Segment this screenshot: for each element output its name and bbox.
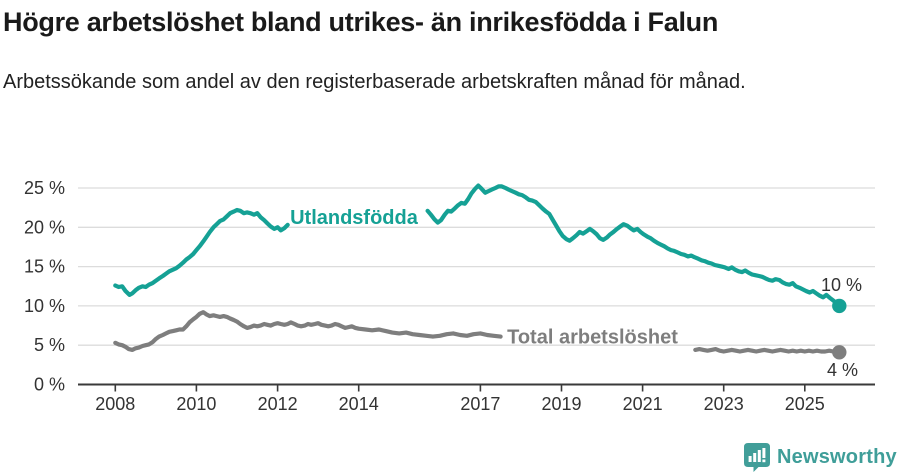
- series-label-total-arbetsl-shet: Total arbetslöshet: [507, 327, 678, 349]
- x-tick-label: 2025: [785, 394, 825, 414]
- chart-title: Högre arbetslöshet bland utrikes- än inr…: [3, 7, 719, 37]
- series-end-dot-total-arbetsl-shet: [832, 345, 847, 360]
- series-line-total-arbetsl-shet: [693, 347, 842, 355]
- y-tick-label: 15 %: [24, 257, 65, 277]
- x-tick-label: 2008: [95, 394, 135, 414]
- y-tick-label: 10 %: [24, 296, 65, 316]
- y-tick-label: 0 %: [34, 375, 65, 395]
- y-tick-label: 5 %: [34, 335, 65, 355]
- y-tick-label: 25 %: [24, 178, 65, 198]
- x-tick-label: 2014: [339, 394, 379, 414]
- newsworthy-icon: [744, 443, 770, 472]
- end-value-label-utlandsf-dda: 10 %: [821, 275, 862, 295]
- chart-subtitle: Arbetssökande som andel av den registerb…: [3, 71, 746, 93]
- newsworthy-logo: Newsworthy: [744, 443, 897, 472]
- series-line-utlandsf-dda: [425, 183, 842, 308]
- series-line-utlandsf-dda: [113, 207, 290, 297]
- x-tick-label: 2010: [176, 394, 216, 414]
- end-value-label-total-arbetsl-shet: 4 %: [827, 360, 858, 380]
- x-tick-label: 2019: [541, 394, 581, 414]
- x-tick-label: 2023: [704, 394, 744, 414]
- y-tick-label: 20 %: [24, 217, 65, 237]
- x-tick-label: 2021: [623, 394, 663, 414]
- series-line-total-arbetsl-shet: [113, 310, 503, 352]
- series-end-dot-utlandsf-dda: [832, 298, 847, 314]
- x-tick-label: 2012: [258, 394, 298, 414]
- x-tick-label: 2017: [460, 394, 500, 414]
- series-label-utlandsf-dda: Utlandsfödda: [290, 207, 419, 229]
- newsworthy-wordmark: Newsworthy: [777, 446, 897, 468]
